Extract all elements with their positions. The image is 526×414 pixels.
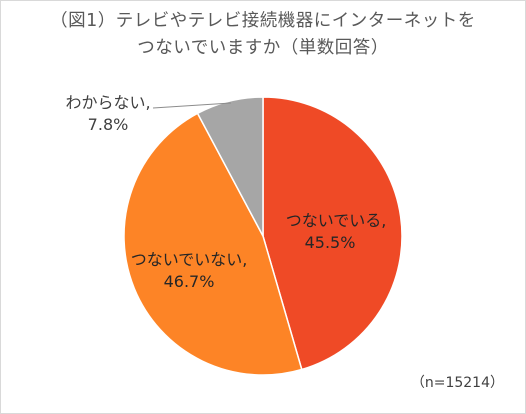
slice-value-unknown: 7.8% <box>88 115 129 134</box>
slice-value-connected: 45.5% <box>305 233 356 252</box>
slice-label-not-connected: つないでいない, <box>131 250 248 269</box>
chart-title: （図1）テレビやテレビ接続機器にインターネットを つないでいますか（単数回答） <box>0 8 526 62</box>
leader-line-unknown <box>152 102 232 109</box>
chart-title-line-2: つないでいますか（単数回答） <box>137 38 389 58</box>
slice-unknown <box>196 96 264 237</box>
slice-connected <box>262 96 403 371</box>
sample-size-note: （n=15214） <box>410 375 504 391</box>
slice-label-connected: つないでいる, <box>286 211 387 230</box>
chart-title-line-1: （図1）テレビやテレビ接続機器にインターネットを <box>50 11 476 31</box>
slice-value-not-connected: 46.7% <box>164 272 215 291</box>
slice-label-unknown: わからない, <box>65 93 150 112</box>
slice-not-connected <box>123 112 303 376</box>
